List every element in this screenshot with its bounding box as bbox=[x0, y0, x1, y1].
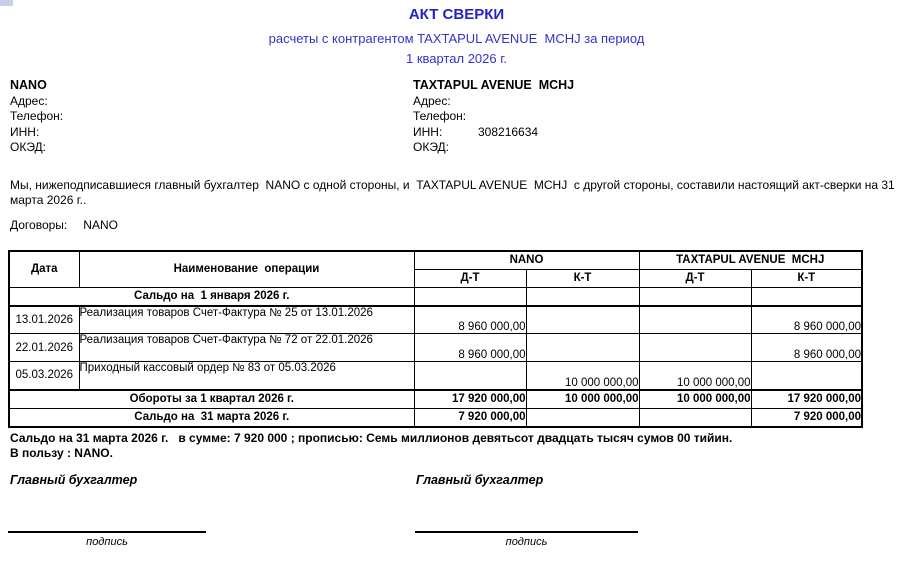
row-value-1 bbox=[413, 361, 527, 390]
accountant-title-left: Главный бухгалтер bbox=[10, 473, 138, 487]
signature-line-left bbox=[8, 531, 206, 533]
window-corner-artifact bbox=[0, 0, 13, 6]
opening-value-1 bbox=[413, 286, 527, 307]
party-left-name: NANO bbox=[10, 78, 47, 92]
party-right-name: TAXTAPUL AVENUE MCHJ bbox=[413, 78, 575, 92]
party-right-inn-value: 308216634 bbox=[478, 124, 539, 139]
reconciliation-table: Дата Наименование операции NANO TAXTAPUL… bbox=[8, 250, 864, 428]
turnover-value-2: 10 000 000,00 bbox=[525, 388, 640, 409]
party-left-inn-row: ИНН: bbox=[10, 125, 75, 141]
contracts-value: NANO bbox=[83, 218, 118, 232]
opening-balance-label: Сальдо на 1 января 2026 г. bbox=[8, 286, 415, 307]
row-value-4: 8 960 000,00 bbox=[750, 305, 863, 334]
party-right-inn-row: ИНН: 308216634 bbox=[413, 125, 574, 141]
col-header-debit-left: Д-Т bbox=[413, 268, 527, 288]
col-header-date: Дата bbox=[8, 250, 80, 288]
col-header-credit-right: К-Т bbox=[750, 268, 863, 288]
document-title: АКТ СВЕРКИ bbox=[408, 6, 505, 23]
closing-value-2 bbox=[525, 407, 640, 427]
closing-value-1: 7 920 000,00 bbox=[413, 407, 527, 427]
preamble-text: Мы, нижеподписавшиеся главный бухгалтер … bbox=[10, 178, 899, 207]
turnover-value-1: 17 920 000,00 bbox=[413, 388, 527, 409]
row-operation: Приходный кассовый ордер № 83 от 05.03.2… bbox=[78, 361, 415, 390]
col-header-credit-left: К-Т bbox=[525, 268, 640, 288]
party-right-inn-label: ИНН: bbox=[413, 124, 443, 139]
turnover-label: Обороты за 1 квартал 2026 г. bbox=[8, 388, 415, 409]
row-value-1: 8 960 000,00 bbox=[413, 333, 527, 362]
party-left-address-label: Адрес: bbox=[10, 93, 48, 108]
opening-value-3 bbox=[638, 286, 752, 307]
opening-balance-row: Сальдо на 1 января 2026 г. bbox=[8, 286, 863, 307]
col-header-debit-right: Д-Т bbox=[638, 268, 752, 288]
party-right-phone-label: Телефон: bbox=[413, 109, 467, 123]
turnover-value-3: 10 000 000,00 bbox=[638, 388, 752, 409]
party-left-inn-label: ИНН: bbox=[10, 124, 40, 139]
signature-line-right bbox=[415, 531, 638, 533]
accountant-title-right: Главный бухгалтер bbox=[416, 473, 544, 487]
closing-balance-row: Сальдо на 31 марта 2026 г. 7 920 000,00 … bbox=[8, 407, 863, 427]
party-left-okved-label: ОКЭД: bbox=[10, 140, 47, 154]
col-header-operation: Наименование операции bbox=[78, 250, 415, 288]
turnover-row: Обороты за 1 квартал 2026 г. 17 920 000,… bbox=[8, 388, 863, 409]
table-row: 13.01.2026 Реализация товаров Счет-Факту… bbox=[8, 305, 863, 334]
contracts-line: Договоры: NANO bbox=[10, 218, 118, 232]
row-value-2 bbox=[525, 333, 640, 362]
document-subtitle-period: расчеты с контрагентом TAXTAPUL AVENUE M… bbox=[268, 31, 645, 46]
table-row: 22.01.2026 Реализация товаров Счет-Факту… bbox=[8, 333, 863, 362]
row-operation: Реализация товаров Счет-Фактура № 25 от … bbox=[78, 305, 415, 334]
row-value-2 bbox=[525, 305, 640, 334]
row-value-1: 8 960 000,00 bbox=[413, 305, 527, 334]
row-value-2: 10 000 000,00 bbox=[525, 361, 640, 390]
closing-value-4: 7 920 000,00 bbox=[750, 407, 863, 427]
in-favor-line: В пользу : NANO. bbox=[10, 446, 113, 460]
table-row: 05.03.2026 Приходный кассовый ордер № 83… bbox=[8, 361, 863, 390]
turnover-value-4: 17 920 000,00 bbox=[750, 388, 863, 409]
row-date: 22.01.2026 bbox=[8, 333, 80, 362]
party-block-left: NANO Адрес: Телефон: ИНН: ОКЭД: bbox=[10, 78, 75, 156]
signature-caption-left: подпись bbox=[86, 536, 128, 548]
row-date: 05.03.2026 bbox=[8, 361, 80, 390]
row-date: 13.01.2026 bbox=[8, 305, 80, 334]
closing-balance-label: Сальдо на 31 марта 2026 г. bbox=[8, 407, 415, 427]
signature-caption-right: подпись bbox=[505, 536, 548, 548]
closing-balance-summary: Сальдо на 31 марта 2026 г. в сумме: 7 92… bbox=[10, 431, 733, 445]
row-value-3 bbox=[638, 333, 752, 362]
opening-value-2 bbox=[525, 286, 640, 307]
group-header-right-company: TAXTAPUL AVENUE MCHJ bbox=[638, 250, 863, 270]
document-subtitle-quarter: 1 квартал 2026 г. bbox=[406, 51, 507, 66]
group-header-left-company: NANO bbox=[413, 250, 640, 270]
row-value-3: 10 000 000,00 bbox=[638, 361, 752, 390]
row-operation: Реализация товаров Счет-Фактура № 72 от … bbox=[78, 333, 415, 362]
contracts-label: Договоры: bbox=[10, 218, 68, 232]
row-value-4: 8 960 000,00 bbox=[750, 333, 863, 362]
opening-value-4 bbox=[750, 286, 863, 307]
party-block-right: TAXTAPUL AVENUE MCHJ Адрес: Телефон: ИНН… bbox=[413, 78, 574, 156]
closing-value-3 bbox=[638, 407, 752, 427]
party-left-phone-label: Телефон: bbox=[10, 109, 64, 123]
party-right-address-label: Адрес: bbox=[413, 93, 451, 108]
row-value-4 bbox=[750, 361, 863, 390]
party-right-okved-label: ОКЭД: bbox=[413, 140, 450, 154]
row-value-3 bbox=[638, 305, 752, 334]
